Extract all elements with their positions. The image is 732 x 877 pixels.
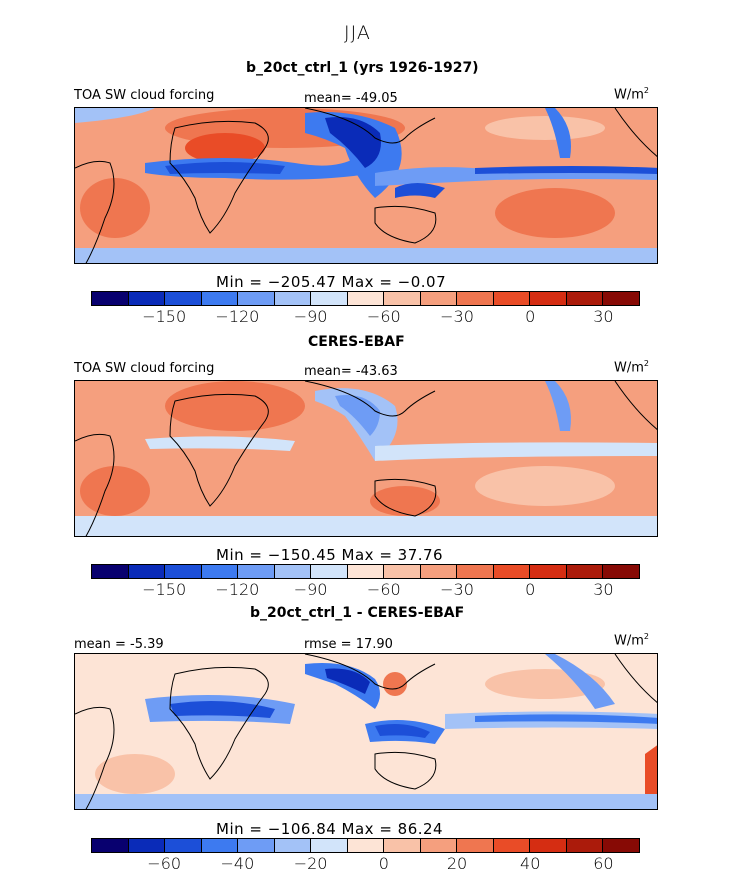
panel-3-colorbar [91,838,640,853]
colorbar-swatch [566,292,604,305]
panel-2-unit-label: W/m2 [614,359,649,376]
colorbar-swatch [165,292,202,305]
colorbar-swatch [493,839,531,852]
colorbar-swatch [603,565,639,578]
panel-2-map [74,380,658,537]
colorbar-swatch [92,292,129,305]
colorbar-swatch [274,565,312,578]
colorbar-swatch [457,292,494,305]
colorbar-tick-label: −30 [440,580,474,599]
colorbar-swatch [238,292,275,305]
panel-2-colorbar [91,564,640,579]
colorbar-tick-label: 60 [593,854,614,873]
panel-1-map-svg [75,108,657,263]
colorbar-swatch [420,292,458,305]
panel-2-mean-label: mean= -43.63 [304,364,398,379]
colorbar-tick-label: 0 [525,580,536,599]
colorbar-swatch [457,565,494,578]
colorbar-swatch [238,839,275,852]
colorbar-swatch [311,839,348,852]
colorbar-tick-label: −120 [215,580,260,599]
colorbar-tick-label: −40 [220,854,255,873]
panel-1-subtitle: b_20ct_ctrl_1 (yrs 1926-1927) [246,60,479,76]
colorbar-swatch [347,292,385,305]
colorbar-swatch [274,292,312,305]
panel-3-ticks: −60 −40 −20 0 20 40 60 [91,854,640,873]
colorbar-swatch [201,565,239,578]
panel-3-unit-label: W/m2 [614,632,649,649]
colorbar-swatch [603,839,639,852]
colorbar-tick-label: 40 [520,854,541,873]
colorbar-swatch [530,565,567,578]
colorbar-swatch [165,565,202,578]
panel-2-map-svg [75,381,657,536]
colorbar-swatch [566,565,604,578]
colorbar-tick-label: −60 [366,580,401,599]
colorbar-tick-label: −90 [293,307,328,326]
colorbar-tick-label: −150 [142,307,187,326]
colorbar-swatch [384,839,421,852]
colorbar-swatch [201,839,239,852]
colorbar-tick-label: 30 [593,580,614,599]
panel-2-field-label: TOA SW cloud forcing [74,361,215,376]
panel-3-subtitle: b_20ct_ctrl_1 - CERES-EBAF [250,605,465,621]
colorbar-swatch [347,839,385,852]
colorbar-tick-label: −30 [440,307,474,326]
panel-2-subtitle: CERES-EBAF [308,334,405,350]
colorbar-swatch [457,839,494,852]
colorbar-tick-label: 20 [446,854,468,873]
colorbar-swatch [420,565,458,578]
colorbar-tick-label: −150 [142,580,187,599]
panel-1-map [74,107,658,264]
colorbar-swatch [347,565,385,578]
panel-1-colorbar [91,291,640,306]
colorbar-tick-label: 0 [378,854,389,873]
colorbar-swatch [566,839,604,852]
panel-2-minmax: Min = −150.45 Max = 37.76 [216,546,444,564]
panel-3-mean-label: mean = -5.39 [74,637,164,652]
colorbar-tick-label: 30 [593,307,614,326]
colorbar-tick-label: −20 [293,854,328,873]
colorbar-swatch [530,292,567,305]
colorbar-swatch [603,292,639,305]
colorbar-tick-label: −120 [215,307,260,326]
colorbar-tick-label: −60 [147,854,182,873]
season-title: JJA [344,22,371,44]
colorbar-swatch [420,839,458,852]
colorbar-swatch [128,565,166,578]
panel-1-unit-label: W/m2 [614,86,649,103]
panel-1-mean-label: mean= -49.05 [304,91,398,106]
colorbar-swatch [92,565,129,578]
panel-3-minmax: Min = −106.84 Max = 86.24 [216,820,444,838]
colorbar-swatch [384,292,421,305]
panel-2-ticks: −150 −120 −90 −60 −30 0 30 [91,580,640,599]
colorbar-swatch [128,839,166,852]
panel-1-minmax: Min = −205.47 Max = −0.07 [216,273,447,291]
colorbar-swatch [274,839,312,852]
colorbar-swatch [530,839,567,852]
colorbar-tick-label: −60 [366,307,401,326]
colorbar-swatch [311,565,348,578]
colorbar-swatch [165,839,202,852]
colorbar-tick-label: −90 [293,580,328,599]
panel-3-rmse-label: rmse = 17.90 [304,637,393,652]
colorbar-swatch [201,292,239,305]
colorbar-swatch [92,839,129,852]
colorbar-swatch [493,292,531,305]
colorbar-swatch [493,565,531,578]
colorbar-swatch [238,565,275,578]
panel-1-ticks: −150 −120 −90 −60 −30 0 30 [91,307,640,326]
colorbar-tick-label: 0 [525,307,536,326]
panel-1-field-label: TOA SW cloud forcing [74,88,215,103]
panel-3-map [74,653,658,810]
panel-3-map-svg [75,654,657,809]
colorbar-swatch [311,292,348,305]
colorbar-swatch [128,292,166,305]
colorbar-swatch [384,565,421,578]
